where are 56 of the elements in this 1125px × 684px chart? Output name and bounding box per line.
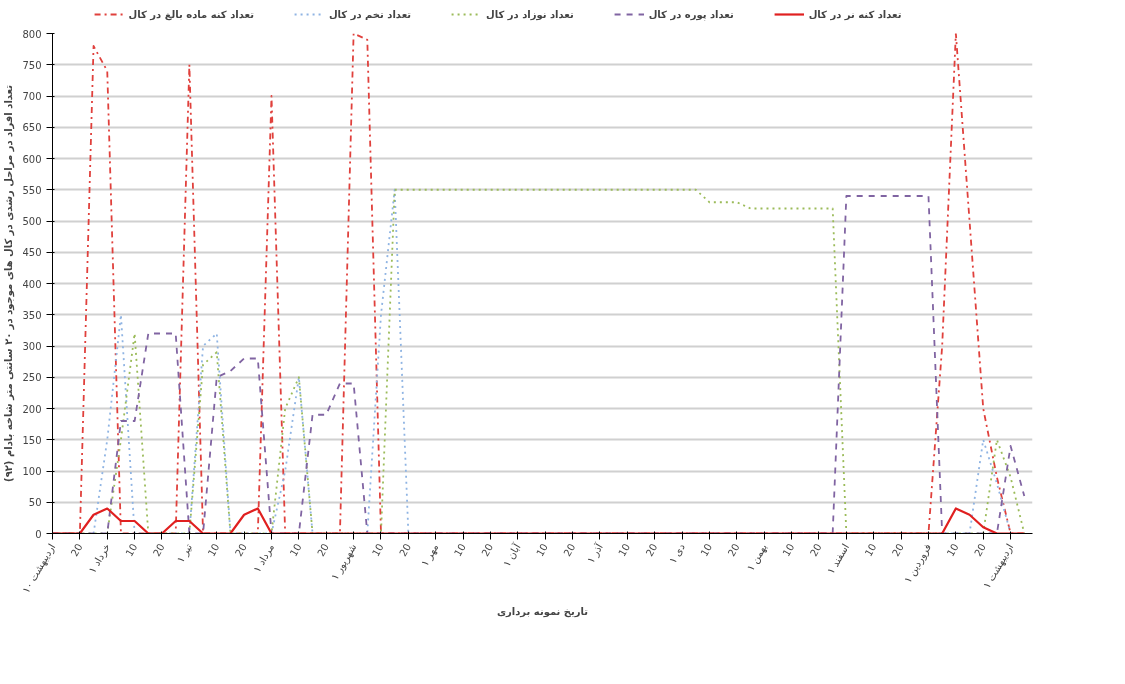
x-tick-label: 20	[807, 541, 824, 559]
x-tick-label: ۱ دی	[666, 541, 687, 566]
x-tick-label: ۱ تیر	[174, 541, 195, 565]
y-tick-label: 800	[22, 28, 42, 40]
x-tick-label: 10	[205, 541, 222, 559]
x-tick-label: 10	[123, 541, 140, 559]
x-tick-label: 10	[616, 541, 633, 559]
x-tick-label: 20	[68, 541, 85, 559]
y-tick-label: 450	[22, 247, 42, 259]
line-series	[52, 507, 1026, 534]
x-tick-label: 10	[944, 541, 961, 559]
x-tick-label: ۱ مرداد	[251, 541, 277, 575]
x-axis-title: تاریخ نمونه برداری	[496, 605, 589, 618]
x-tick-label: ۱ خرداد	[86, 541, 113, 575]
x-tick-label: ۱ اسفند	[825, 541, 852, 576]
x-tick-label: 20	[479, 541, 496, 559]
y-tick-label: 750	[22, 59, 42, 71]
legend-label: تعداد پوره در کال	[648, 8, 734, 20]
x-tick-label: 20	[643, 541, 660, 559]
x-tick-label: ۱ آبان	[499, 540, 524, 569]
y-tick-label: 300	[22, 341, 42, 352]
x-tick-label: 20	[972, 541, 988, 559]
y-tick-label: 0	[35, 528, 42, 540]
x-tick-label: ۱۰ اردیبهشت	[20, 541, 59, 596]
x-tick-label: 20	[150, 541, 167, 559]
x-tick-label: ۱ مهر	[418, 541, 442, 569]
x-tick-label: 20	[397, 541, 414, 559]
x-tick-label: 20	[561, 541, 578, 559]
y-tick-label: 100	[22, 466, 42, 477]
x-tick-label: 10	[369, 541, 386, 559]
legend-label: تعداد کنه نر در کال	[808, 8, 902, 20]
x-tick-label: 10	[287, 541, 304, 559]
legend-label: تعداد نوزاد در کال	[486, 8, 574, 20]
x-tick-label: 20	[725, 541, 742, 559]
y-tick-label: 150	[22, 434, 42, 446]
x-tick-label: 20	[232, 541, 249, 559]
x-tick-label: 10	[780, 541, 797, 559]
y-tick-label: 350	[22, 309, 42, 321]
x-tick-label: ۱ آذر	[584, 540, 606, 566]
y-axis-title: تعداد افراد در مراحل رشدی در کال های موجود در ۲۰ سانتی متر شاخه بادام (۹۲)	[3, 84, 16, 482]
legend-label: تعداد تخم در کال	[328, 8, 412, 20]
x-tick-label: ۱ بهمن	[744, 541, 770, 574]
legend-label: تعداد کنه ماده بالغ در کال	[128, 8, 254, 20]
y-tick-label: 50	[28, 497, 42, 509]
x-tick-label: 10	[534, 541, 551, 559]
y-tick-label: 400	[22, 278, 42, 290]
y-tick-label: 200	[22, 403, 42, 415]
y-tick-label: 650	[22, 122, 42, 134]
y-tick-label: 250	[22, 372, 42, 384]
x-tick-label: 10	[698, 541, 715, 559]
y-tick-label: 550	[22, 184, 42, 196]
y-tick-label: 700	[22, 91, 42, 102]
x-tick-label: 10	[451, 541, 468, 559]
y-tick-label: 600	[22, 153, 42, 165]
y-tick-label: 500	[22, 216, 42, 227]
x-tick-label: 10	[862, 541, 879, 559]
